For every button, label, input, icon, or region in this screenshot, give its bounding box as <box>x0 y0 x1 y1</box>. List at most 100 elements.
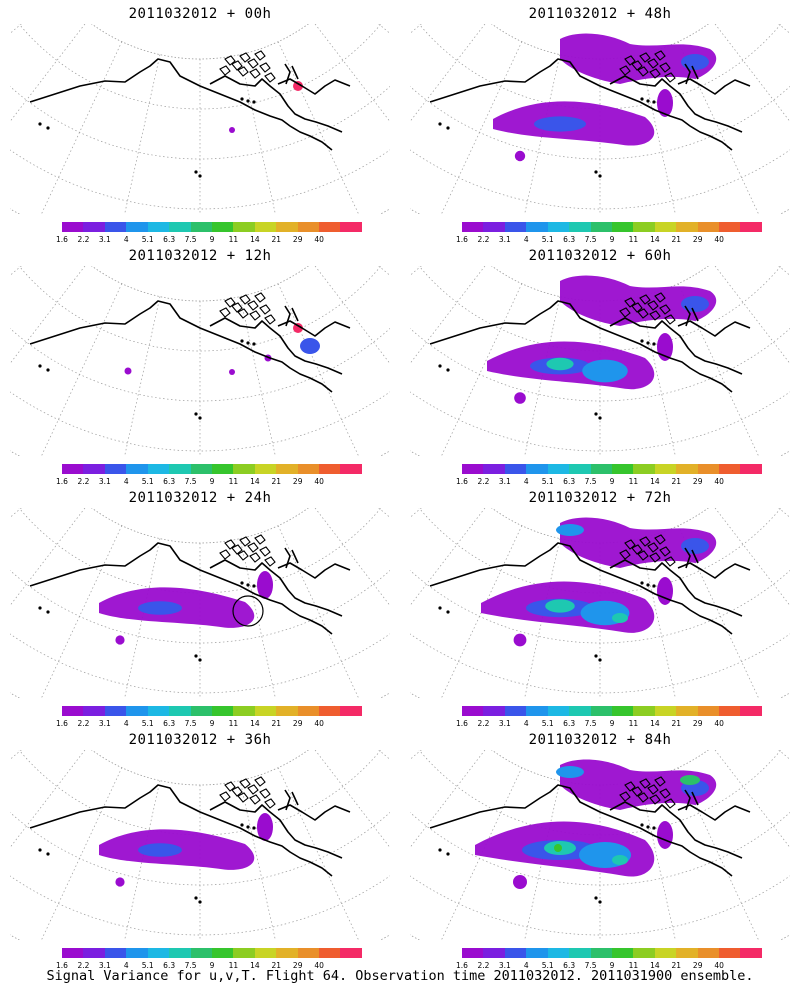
colorbar-tick-label: 3.1 <box>98 961 111 970</box>
colorbar-swatch <box>126 706 148 716</box>
colorbar-swatch <box>526 222 548 232</box>
colorbar-tick-label: 40 <box>314 719 324 728</box>
panel-title: 2011032012 + 60h <box>528 248 672 264</box>
variance-field <box>493 33 717 162</box>
colorbar-labels: 1.6 2.2 3.1 4 5.1 6.3 7.5 9 11 14 21 29 40 <box>456 477 762 487</box>
colorbar-tick-label: 2.2 <box>77 235 90 244</box>
meridian-gridline <box>41 283 123 456</box>
colorbar-swatch <box>483 222 505 232</box>
colorbar-tick-label: 9 <box>609 719 615 728</box>
meridian-gridline <box>124 296 161 456</box>
variance-field <box>99 813 273 887</box>
meridian-gridline <box>239 538 276 698</box>
colorbar-swatch <box>62 222 84 232</box>
map-panel: 2011032012 + 00h 1.6 2.2 3.1 4 5.1 6.3 7.5 9 11 14… <box>0 0 400 245</box>
colorbar-swatch <box>547 464 570 474</box>
latitude-gridline <box>18 24 382 110</box>
colorbar-tick-label: 11 <box>228 719 239 728</box>
colorbar-swatch <box>190 948 212 958</box>
colorbar-swatch <box>147 222 170 232</box>
colorbar-swatch <box>654 464 677 474</box>
colorbar-swatch <box>190 706 212 716</box>
colorbar-tick-label: 6.3 <box>163 477 176 486</box>
colorbar-tick-label: 7.5 <box>184 961 197 970</box>
latitude-gridline <box>18 266 382 352</box>
colorbar-swatch <box>233 222 255 232</box>
colorbar <box>62 464 362 474</box>
colorbar-swatch <box>526 948 548 958</box>
colorbar-tick-label: 3.1 <box>498 719 511 728</box>
colorbar-tick-label: 29 <box>692 477 703 486</box>
colorbar-swatch <box>254 464 277 474</box>
colorbar-labels: 1.6 2.2 3.1 4 5.1 6.3 7.5 9 11 14 21 29 40 <box>456 719 762 729</box>
meridian-gridline <box>410 508 422 518</box>
colorbar-swatch <box>169 948 191 958</box>
colorbar-swatch <box>297 948 320 958</box>
variance-field <box>124 323 320 375</box>
colorbar-tick-label: 6.3 <box>563 235 576 244</box>
colorbar-swatch <box>462 948 484 958</box>
meridian-gridline <box>441 283 523 456</box>
arctic-islands <box>619 292 699 327</box>
polar-map <box>10 266 390 456</box>
colorbar-swatch <box>676 464 698 474</box>
colorbar-swatch <box>297 222 320 232</box>
colorbar-tick-label: 6.3 <box>563 477 576 486</box>
colorbar-swatch <box>504 464 527 474</box>
colorbar-tick-label: 4 <box>123 477 129 486</box>
colorbar-tick-label: 9 <box>209 477 215 486</box>
meridian-gridline <box>277 525 359 698</box>
colorbar-labels: 1.6 2.2 3.1 4 5.1 6.3 7.5 9 11 14 21 29 40 <box>56 235 362 245</box>
colorbar-tick-label: 2.2 <box>477 961 490 970</box>
meridian-gridline <box>778 24 790 34</box>
colorbar-swatch <box>504 222 527 232</box>
variance-field <box>481 517 717 647</box>
meridian-gridline <box>10 750 22 760</box>
meridian-gridline <box>124 780 161 940</box>
polar-map <box>10 508 390 698</box>
colorbar-swatch <box>740 948 762 958</box>
arctic-islands <box>619 534 699 569</box>
colorbar-swatch <box>611 464 634 474</box>
meridian-gridline <box>239 296 276 456</box>
meridian-gridline <box>410 508 486 607</box>
colorbar-swatch <box>654 222 677 232</box>
colorbar-swatch <box>340 222 362 232</box>
meridian-gridline <box>378 266 390 276</box>
colorbar-tick-label: 11 <box>228 477 239 486</box>
colorbar-swatch <box>147 706 170 716</box>
meridian-gridline <box>277 283 359 456</box>
colorbar-tick-label: 3.1 <box>98 235 111 244</box>
colorbar <box>62 222 362 232</box>
colorbar-swatch <box>590 948 612 958</box>
meridian-gridline <box>314 750 390 849</box>
colorbar-tick-label: 7.5 <box>184 477 197 486</box>
colorbar-tick-label: 3.1 <box>498 961 511 970</box>
colorbar-tick-label: 6.3 <box>163 719 176 728</box>
colorbar-swatch <box>276 706 298 716</box>
coastline <box>429 58 751 151</box>
meridian-gridline <box>10 508 22 518</box>
colorbar-tick-label: 11 <box>628 719 639 728</box>
colorbar-swatch <box>276 948 298 958</box>
colorbar-tick-label: 40 <box>314 477 324 486</box>
colorbar-tick-label: 14 <box>650 477 660 486</box>
panel-title: 2011032012 + 48h <box>528 6 672 22</box>
colorbar-swatch <box>569 706 591 716</box>
meridian-gridline <box>10 508 86 607</box>
meridian-gridline <box>441 41 523 214</box>
variance-field <box>475 759 717 889</box>
colorbar-swatch <box>62 464 84 474</box>
colorbar-tick-label: 2.2 <box>477 235 490 244</box>
colorbar-swatch <box>211 948 234 958</box>
colorbar-tick-label: 6.3 <box>163 235 176 244</box>
colorbar-swatch <box>719 222 741 232</box>
colorbar-tick-label: 9 <box>209 235 215 244</box>
meridian-gridline <box>124 54 161 214</box>
colorbar-tick-label: 40 <box>314 235 324 244</box>
colorbar-tick-label: 2.2 <box>77 961 90 970</box>
colorbar-swatch <box>340 948 362 958</box>
meridian-gridline <box>524 538 561 698</box>
colorbar-tick-label: 2.2 <box>477 477 490 486</box>
colorbar-swatch <box>169 706 191 716</box>
